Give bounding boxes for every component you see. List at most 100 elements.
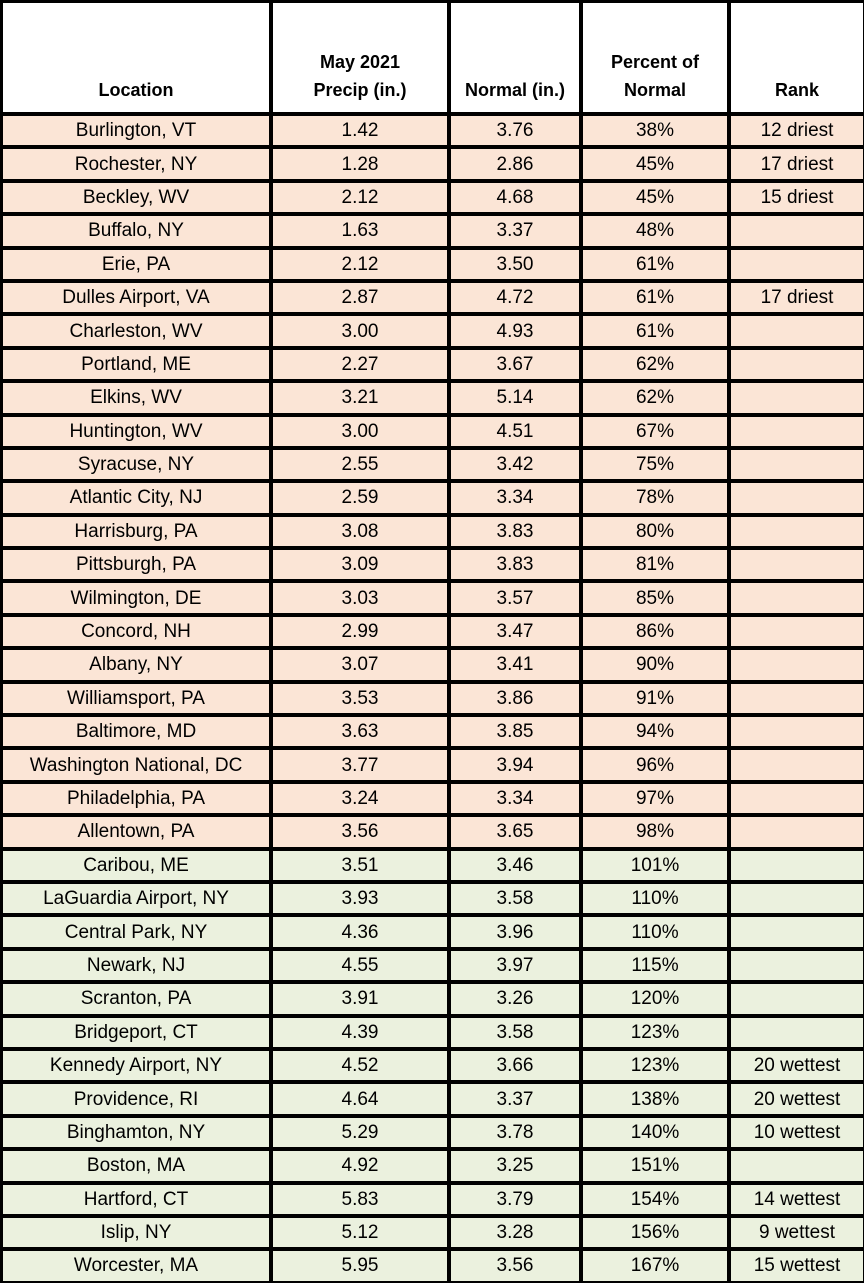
normal-cell: 3.83 (449, 514, 581, 549)
column-header-normal: Normal (in.) (449, 1, 581, 114)
column-header-precip-line2: Precip (in.) (313, 80, 407, 101)
normal-cell: 3.42 (449, 447, 581, 482)
rank-cell (729, 548, 864, 582)
table-row: Bridgeport, CT 4.39 3.58 123% (1, 1015, 864, 1049)
precip-cell: 3.07 (271, 648, 449, 682)
percent-cell: 167% (581, 1249, 729, 1283)
location-cell: Caribou, ME (1, 848, 271, 882)
table-row: Newark, NJ 4.55 3.97 115% (1, 948, 864, 983)
precip-cell: 2.12 (271, 247, 449, 281)
location-cell: Erie, PA (1, 247, 271, 281)
rank-cell: 20 wettest (729, 1048, 864, 1083)
precip-cell: 1.63 (271, 214, 449, 248)
percent-cell: 115% (581, 948, 729, 983)
precip-cell: 2.99 (271, 614, 449, 649)
table-body: Burlington, VT 1.42 3.76 38% 12 driest Roches… (1, 114, 864, 1283)
table-row: Elkins, WV 3.21 5.14 62% (1, 381, 864, 415)
rank-cell (729, 681, 864, 716)
precip-cell: 4.36 (271, 915, 449, 949)
percent-cell: 67% (581, 414, 729, 448)
normal-cell: 3.78 (449, 1115, 581, 1150)
normal-cell: 2.86 (449, 147, 581, 181)
percent-cell: 45% (581, 180, 729, 215)
rank-cell (729, 381, 864, 415)
column-header-percent-line1: Percent of (610, 52, 700, 73)
rank-cell (729, 1015, 864, 1049)
column-header-rank: Rank (729, 1, 864, 114)
location-cell: Kennedy Airport, NY (1, 1048, 271, 1083)
column-header-precip: May 2021 Precip (in.) (271, 1, 449, 114)
percent-cell: 110% (581, 915, 729, 949)
precip-cell: 3.24 (271, 781, 449, 816)
rank-cell (729, 347, 864, 382)
precip-cell: 4.55 (271, 948, 449, 983)
table-row: Syracuse, NY 2.55 3.42 75% (1, 447, 864, 482)
header-row: Location May 2021 Precip (in.) Normal (i… (1, 1, 864, 114)
percent-cell: 48% (581, 214, 729, 248)
location-cell: Islip, NY (1, 1215, 271, 1250)
normal-cell: 3.34 (449, 481, 581, 515)
rank-cell (729, 247, 864, 281)
rank-cell: 12 driest (729, 114, 864, 148)
normal-cell: 3.86 (449, 681, 581, 716)
percent-cell: 78% (581, 481, 729, 515)
percent-cell: 61% (581, 247, 729, 281)
rank-cell (729, 414, 864, 448)
percent-cell: 81% (581, 548, 729, 582)
rank-cell (729, 481, 864, 515)
table-row: Portland, ME 2.27 3.67 62% (1, 347, 864, 382)
location-cell: Rochester, NY (1, 147, 271, 181)
rank-cell (729, 614, 864, 649)
percent-cell: 94% (581, 715, 729, 749)
table-row: Buffalo, NY 1.63 3.37 48% (1, 214, 864, 248)
location-cell: Dulles Airport, VA (1, 280, 271, 315)
normal-cell: 3.34 (449, 781, 581, 816)
location-cell: Worcester, MA (1, 1249, 271, 1283)
location-cell: Providence, RI (1, 1082, 271, 1116)
percent-cell: 140% (581, 1115, 729, 1150)
table-row: Harrisburg, PA 3.08 3.83 80% (1, 514, 864, 549)
table-row: Binghamton, NY 5.29 3.78 140% 10 wettest (1, 1115, 864, 1150)
precip-cell: 4.92 (271, 1149, 449, 1183)
location-cell: Allentown, PA (1, 815, 271, 849)
precip-cell: 3.09 (271, 548, 449, 582)
precip-cell: 3.56 (271, 815, 449, 849)
normal-cell: 5.14 (449, 381, 581, 415)
normal-cell: 3.96 (449, 915, 581, 949)
percent-cell: 154% (581, 1182, 729, 1216)
table-row: Caribou, ME 3.51 3.46 101% (1, 848, 864, 882)
normal-cell: 3.65 (449, 815, 581, 849)
location-cell: Binghamton, NY (1, 1115, 271, 1150)
rank-cell (729, 581, 864, 615)
rank-cell (729, 815, 864, 849)
precip-cell: 3.93 (271, 881, 449, 916)
percent-cell: 151% (581, 1149, 729, 1183)
percent-cell: 75% (581, 447, 729, 482)
precip-cell: 5.83 (271, 1182, 449, 1216)
rank-cell: 15 wettest (729, 1249, 864, 1283)
location-cell: Philadelphia, PA (1, 781, 271, 816)
percent-cell: 38% (581, 114, 729, 148)
table-row: Kennedy Airport, NY 4.52 3.66 123% 20 wettes… (1, 1048, 864, 1083)
location-cell: Newark, NJ (1, 948, 271, 983)
precip-cell: 3.03 (271, 581, 449, 615)
rank-cell (729, 948, 864, 983)
table-row: Erie, PA 2.12 3.50 61% (1, 247, 864, 281)
precip-cell: 2.59 (271, 481, 449, 515)
location-cell: Central Park, NY (1, 915, 271, 949)
normal-cell: 3.26 (449, 982, 581, 1016)
percent-cell: 98% (581, 815, 729, 849)
precip-cell: 3.00 (271, 414, 449, 448)
table-row: Dulles Airport, VA 2.87 4.72 61% 17 driest (1, 280, 864, 315)
normal-cell: 4.93 (449, 314, 581, 348)
normal-cell: 4.68 (449, 180, 581, 215)
rank-cell (729, 314, 864, 348)
normal-cell: 3.58 (449, 881, 581, 916)
location-cell: Syracuse, NY (1, 447, 271, 482)
precip-cell: 5.12 (271, 1215, 449, 1250)
table-row: Albany, NY 3.07 3.41 90% (1, 648, 864, 682)
precip-cell: 2.87 (271, 280, 449, 315)
location-cell: Portland, ME (1, 347, 271, 382)
percent-cell: 156% (581, 1215, 729, 1250)
